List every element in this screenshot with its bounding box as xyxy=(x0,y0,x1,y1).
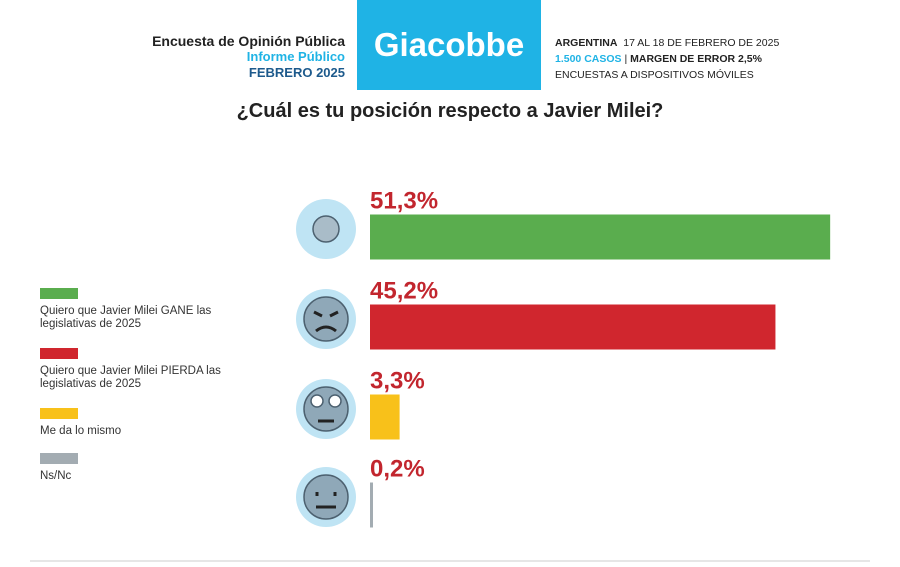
faces xyxy=(303,215,349,520)
report-date: FEBRERO 2025 xyxy=(248,65,345,80)
legend-item: Quiero que Javier Milei PIERDA las legis… xyxy=(40,348,240,391)
legend-item: Me da lo mismo xyxy=(40,408,240,438)
survey-name: Encuesta de Opinión Pública xyxy=(152,33,345,49)
legend-swatch xyxy=(40,288,78,299)
legend-label: Quiero que Javier Milei GANE las legisla… xyxy=(40,305,212,330)
legend-label: Quiero que Javier Milei PIERDA las legis… xyxy=(40,365,221,390)
legend-label: Ns/Nc xyxy=(40,470,72,482)
legend-item: Quiero que Javier Milei GANE las legisla… xyxy=(40,288,240,331)
legend-swatch xyxy=(40,453,78,464)
face xyxy=(303,386,349,432)
face xyxy=(303,296,349,342)
value-label: 45,2% xyxy=(370,278,438,305)
value-label: 3,3% xyxy=(370,368,425,395)
eye xyxy=(328,394,342,408)
face xyxy=(312,215,340,243)
method: ENCUESTAS A DISPOSITIVOS MÓVILES xyxy=(555,69,754,81)
legend-swatch xyxy=(40,408,78,419)
bar xyxy=(370,394,400,440)
logo: Giacobbe xyxy=(357,0,541,90)
bar xyxy=(370,214,831,260)
separator: | xyxy=(624,53,628,65)
face-detail xyxy=(315,492,337,509)
eye xyxy=(310,394,324,408)
header-left: Encuesta de Opinión Pública Informe Públ… xyxy=(152,33,345,81)
bar xyxy=(370,482,373,528)
face-detail xyxy=(313,310,339,333)
legend-label: Me da lo mismo xyxy=(40,425,122,437)
logo-text: Giacobbe xyxy=(373,26,525,63)
header-right: ARGENTINA 17 AL 18 DE FEBRERO DE 2025 1.… xyxy=(555,35,779,83)
country: ARGENTINA xyxy=(555,37,618,49)
face xyxy=(303,474,349,520)
report-type: Informe Público xyxy=(246,49,345,64)
value-label: 0,2% xyxy=(370,456,425,483)
legend-swatch xyxy=(40,348,78,359)
chart-title: ¿Cuál es tu posición respecto a Javier M… xyxy=(236,100,664,122)
margin: MARGEN DE ERROR 2,5% xyxy=(630,53,762,65)
legend-item: Ns/Nc xyxy=(40,453,240,483)
bar xyxy=(370,304,776,350)
value-label: 51,3% xyxy=(370,188,438,215)
cases: 1.500 CASOS xyxy=(555,53,622,65)
dates: 17 AL 18 DE FEBRERO DE 2025 xyxy=(623,37,780,49)
